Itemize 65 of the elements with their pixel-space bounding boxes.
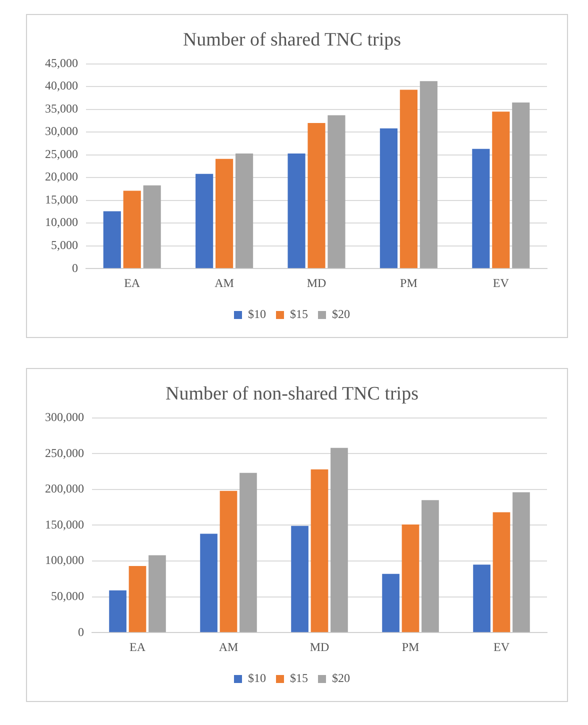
bar — [200, 534, 218, 632]
x-tick-label: EA — [130, 640, 146, 654]
y-tick-label: 100,000 — [45, 553, 84, 568]
bar — [235, 153, 254, 268]
legend-label: $20 — [332, 307, 350, 322]
y-tick-label: 0 — [78, 624, 84, 639]
y-tick-label: 250,000 — [45, 446, 84, 460]
x-tick-label: EV — [494, 640, 510, 654]
bar — [330, 448, 348, 632]
y-tick-label: 25,000 — [45, 146, 78, 161]
y-tick-label: 30,000 — [45, 124, 78, 138]
legend-label: $15 — [290, 307, 308, 322]
bar — [382, 574, 400, 632]
legend-label: $15 — [290, 671, 308, 686]
bar — [109, 590, 126, 632]
x-tick-label: EV — [492, 276, 510, 290]
bar — [492, 112, 510, 268]
bar — [420, 81, 438, 268]
chart-title: Number of non-shared TNC trips — [166, 383, 418, 404]
bar — [492, 512, 510, 632]
x-tick-label: AM — [218, 640, 238, 654]
bar — [422, 500, 439, 632]
y-tick-label: 10,000 — [45, 215, 78, 230]
x-tick-label: PM — [400, 276, 418, 290]
bar — [400, 90, 418, 268]
y-tick-label: 15,000 — [45, 192, 78, 206]
bar — [148, 555, 166, 632]
bar — [291, 526, 308, 632]
y-tick-label: 20,000 — [45, 170, 78, 184]
y-tick-label: 45,000 — [45, 56, 78, 70]
legend-label: $20 — [332, 671, 350, 686]
bar — [512, 102, 530, 268]
bar — [220, 490, 238, 632]
bar — [308, 122, 326, 268]
legend-label: $10 — [248, 307, 266, 322]
bar — [473, 564, 490, 632]
bar — [123, 190, 141, 268]
x-tick-label: MD — [306, 276, 326, 290]
bar — [328, 115, 346, 268]
legend-label: $10 — [248, 671, 266, 686]
y-tick-label: 40,000 — [45, 78, 78, 93]
x-tick-label: MD — [310, 640, 330, 654]
y-tick-label: 50,000 — [51, 588, 84, 603]
bar — [128, 566, 146, 632]
y-tick-label: 300,000 — [45, 410, 84, 424]
x-tick-label: EA — [124, 276, 140, 290]
x-tick-label: PM — [402, 640, 420, 654]
x-tick-label: AM — [214, 276, 234, 290]
bar — [240, 472, 257, 632]
y-tick-label: 35,000 — [45, 101, 78, 116]
bar — [472, 148, 490, 268]
bar — [380, 128, 398, 268]
bar — [512, 492, 530, 632]
bar — [402, 524, 420, 632]
y-tick-label: 5,000 — [51, 238, 78, 252]
bar — [196, 174, 214, 268]
y-tick-label: 200,000 — [45, 482, 84, 496]
bar — [288, 153, 306, 268]
chart-title: Number of shared TNC trips — [182, 29, 402, 50]
bar — [216, 158, 234, 268]
bar — [310, 469, 328, 632]
y-tick-label: 150,000 — [45, 517, 84, 532]
bar — [103, 211, 121, 268]
y-tick-label: 0 — [72, 260, 78, 275]
bar — [143, 185, 161, 268]
